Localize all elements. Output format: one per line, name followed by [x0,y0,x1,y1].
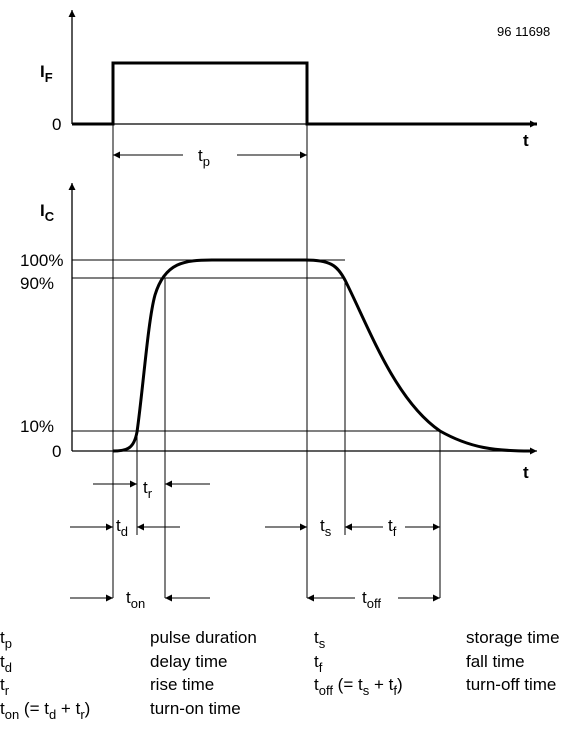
ton-label: ton [126,588,145,611]
reference-lines [112,124,441,598]
tr-label: tr [143,478,153,501]
legend-desc-p: pulse duration [150,628,257,647]
legend: tp pulse duration td delay time tr rise time t… [0,628,560,722]
tp-label: tp [198,146,210,169]
legend-symbol-off: toff (= ts + tf) [314,675,403,698]
ts-label: ts [320,516,332,539]
if-pulse-waveform [72,61,537,126]
ic-t-label: t [523,463,529,482]
legend-symbol-s: ts [314,628,326,651]
legend-desc-on: turn-on time [150,699,241,718]
legend-desc-d: delay time [150,652,227,671]
legend-desc-off: turn-off time [466,675,556,694]
td-label: td [116,516,128,539]
legend-symbol-p: tp [0,628,12,651]
level-100-label: 100% [20,251,63,270]
timing-dimensions: tr td ts tf ton toff [70,478,440,611]
if-axis-label: IF [40,62,53,85]
tf-label: tf [388,516,397,539]
ic-axis-label: IC [40,201,55,224]
figure-id: 96 11698 [497,24,550,39]
level-90-label: 90% [20,274,54,293]
legend-symbol-f: tf [314,652,323,675]
legend-desc-s: storage time [466,628,560,647]
input-pulse-plot: IF 0 t tp [40,10,537,169]
legend-desc-r: rise time [150,675,214,694]
ic-response-curve [112,258,531,453]
if-zero-label: 0 [52,115,61,134]
legend-symbol-on: ton (= td + tr) [0,699,90,722]
output-response-plot: IC t 100% 90% 10% 0 [20,183,537,482]
legend-desc-f: fall time [466,652,525,671]
legend-symbol-d: td [0,652,12,675]
toff-label: toff [362,588,381,611]
level-0-label: 0 [52,442,61,461]
if-t-label: t [523,131,529,150]
legend-symbol-r: tr [0,675,10,698]
level-10-label: 10% [20,417,54,436]
